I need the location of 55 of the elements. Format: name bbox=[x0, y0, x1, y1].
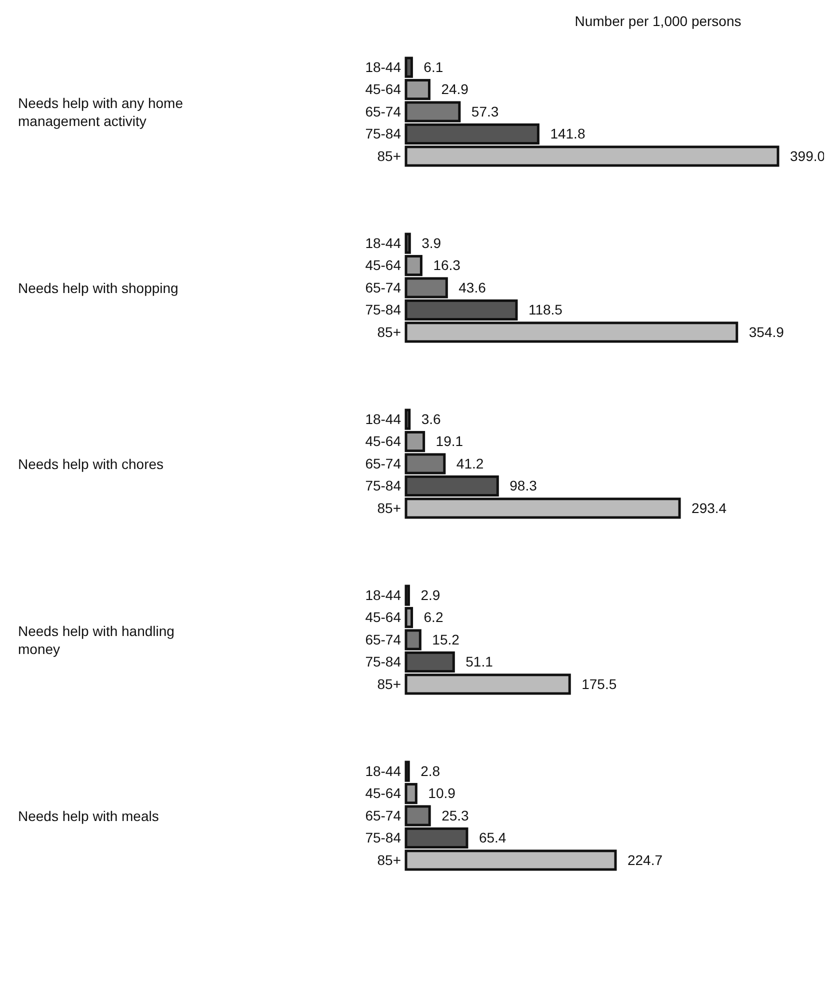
y-tick-label: 75-84 bbox=[365, 126, 402, 142]
data-label: 24.9 bbox=[441, 81, 469, 98]
y-axis-title: Needs help with chores bbox=[18, 456, 164, 472]
y-tick-label: 85+ bbox=[377, 500, 401, 516]
y-tick-label: 75-84 bbox=[365, 830, 402, 846]
data-label: 16.3 bbox=[433, 257, 461, 274]
data-label: 3.9 bbox=[422, 235, 442, 251]
y-tick-label: 65-74 bbox=[365, 103, 402, 120]
y-tick-label: 18-44 bbox=[365, 587, 402, 603]
y-tick-label: 45-64 bbox=[365, 785, 402, 802]
data-label: 3.6 bbox=[421, 411, 442, 427]
y-tick-label: 75-84 bbox=[365, 654, 402, 670]
y-axis-title: Needs help with handling money bbox=[18, 622, 174, 657]
data-label: 65.4 bbox=[478, 830, 506, 846]
data-label: 57.3 bbox=[471, 103, 499, 120]
data-label: 118.5 bbox=[528, 302, 563, 318]
y-tick-label: 85+ bbox=[377, 324, 401, 340]
y-tick-label: 45-64 bbox=[365, 609, 402, 626]
data-label: 15.2 bbox=[432, 631, 460, 648]
data-label: 43.6 bbox=[458, 279, 486, 296]
y-tick-label: 65-74 bbox=[365, 279, 402, 296]
data-label: 25.3 bbox=[442, 807, 470, 824]
text: Number per 1,000 persons bbox=[574, 13, 742, 29]
data-label: 354.9 bbox=[748, 324, 784, 340]
data-label: 224.7 bbox=[627, 852, 663, 868]
y-tick-label: 75-84 bbox=[365, 478, 402, 494]
data-label: 2.9 bbox=[420, 587, 440, 603]
y-tick-label: 18-44 bbox=[365, 235, 402, 251]
data-label: 2.8 bbox=[420, 763, 440, 779]
data-label: 141.8 bbox=[550, 126, 586, 142]
data-label: 51.1 bbox=[466, 654, 494, 670]
data-label: 19.1 bbox=[436, 433, 464, 450]
y-tick-label: 18-44 bbox=[365, 763, 402, 779]
data-label: 293.4 bbox=[692, 500, 727, 516]
data-label: 6.2 bbox=[424, 609, 444, 626]
y-tick-label: 45-64 bbox=[365, 81, 402, 98]
y-axis-title: Needs help with shopping bbox=[18, 280, 178, 296]
y-axis-title: Needs help with meals bbox=[18, 808, 159, 824]
y-tick-label: 18-44 bbox=[365, 59, 402, 75]
data-label: 41.2 bbox=[456, 455, 484, 472]
y-tick-label: 65-74 bbox=[365, 631, 402, 648]
data-label: 6.1 bbox=[424, 59, 444, 75]
y-tick-label: 65-74 bbox=[365, 455, 402, 472]
y-tick-label: 85+ bbox=[377, 852, 401, 868]
y-tick-label: 45-64 bbox=[365, 257, 402, 274]
y-tick-label: 18-44 bbox=[365, 411, 402, 427]
data-label: 175.5 bbox=[582, 676, 617, 692]
y-tick-label: 65-74 bbox=[365, 807, 402, 824]
data-label: 10.9 bbox=[428, 785, 456, 802]
data-label: 98.3 bbox=[510, 478, 538, 494]
y-tick-label: 85+ bbox=[377, 148, 401, 164]
y-tick-label: 85+ bbox=[377, 676, 401, 692]
y-tick-label: 75-84 bbox=[365, 302, 402, 318]
y-tick-label: 45-64 bbox=[365, 433, 402, 450]
y-axis-title: Needs help with any home management activity bbox=[18, 94, 184, 129]
